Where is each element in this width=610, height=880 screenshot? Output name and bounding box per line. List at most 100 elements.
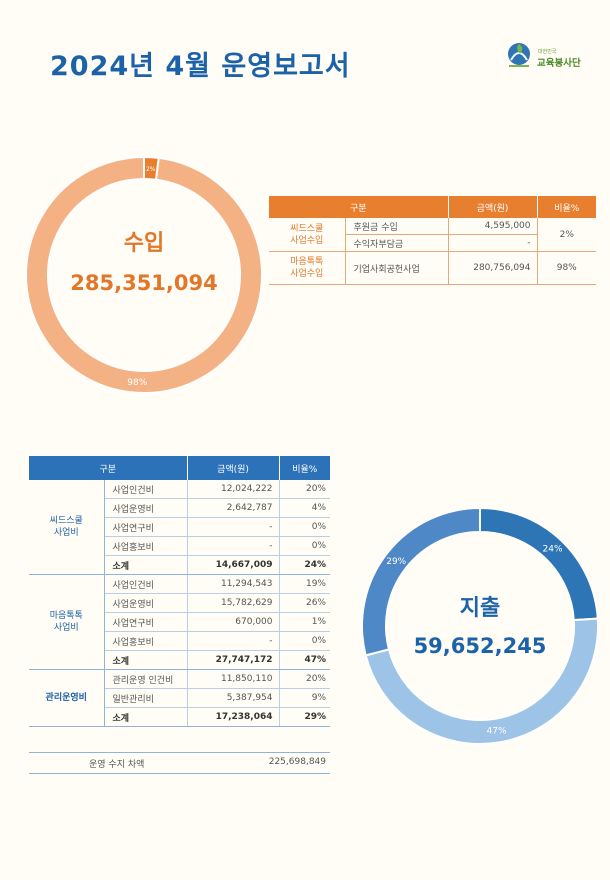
expense-slice-admin bbox=[361, 506, 481, 657]
table-row: 씨드스쿨 사업수입 후원금 수입 4,595,000 2% bbox=[269, 218, 596, 252]
subtotal-row: 소계 17,238,064 29% bbox=[29, 707, 330, 727]
expense-item: 사업운영비 bbox=[104, 498, 188, 518]
table-row: 일반관리비 5,387,954 9% bbox=[29, 688, 330, 708]
expense-item: 사업연구비 bbox=[104, 517, 188, 537]
expense-amount: 670,000 bbox=[187, 612, 280, 632]
income-ratio: 2% bbox=[537, 218, 596, 252]
expense-ratio: 0% bbox=[279, 517, 330, 537]
expense-amount: 2,642,787 bbox=[187, 498, 280, 518]
expense-label: 지출 bbox=[459, 596, 501, 621]
group-name-line: 씨드스쿨 bbox=[290, 223, 324, 234]
net-balance-label: 운영 수지 차액 bbox=[89, 760, 145, 770]
income-total: 285,351,094 bbox=[70, 271, 218, 295]
income-item: 후원금 수입 bbox=[345, 218, 449, 235]
expense-item: 사업인건비 bbox=[104, 480, 188, 499]
expense-ratio: 20% bbox=[279, 669, 330, 689]
subtotal-amount: 14,667,009 bbox=[187, 555, 280, 575]
group-name-line: 사업비 bbox=[53, 623, 79, 633]
expense-ratio: 19% bbox=[279, 574, 330, 594]
slice-label: 29% bbox=[386, 557, 406, 567]
table-row: 사업운영비 2,642,787 4% bbox=[29, 498, 330, 518]
income-header-category: 구분 bbox=[269, 196, 449, 218]
table-row: 사업운영비 15,782,629 26% bbox=[29, 593, 330, 613]
expense-item: 사업인건비 bbox=[104, 574, 188, 594]
hands-leaf-icon bbox=[508, 43, 530, 67]
table-row: 관리운영비 관리운영 인건비 11,850,110 20% bbox=[29, 669, 330, 727]
subtotal-label: 소계 bbox=[104, 707, 188, 727]
subtotal-ratio: 24% bbox=[279, 555, 330, 575]
subtotal-ratio: 29% bbox=[279, 707, 330, 727]
income-group-name: 마음톡톡 사업수입 bbox=[269, 251, 346, 285]
expense-item: 관리운영 인건비 bbox=[104, 669, 188, 689]
table-row: 씨드스쿨 사업비 사업인건비 12,024,222 20% bbox=[29, 480, 330, 575]
income-amount: 4,595,000 bbox=[448, 218, 538, 235]
net-balance-value: 225,698,849 bbox=[268, 757, 326, 767]
income-table: 구분 금액(원) 비율% 씨드스쿨 사업수입 후원금 수입 4,595,000 … bbox=[269, 196, 596, 285]
expense-group-name: 관리운영비 bbox=[29, 669, 105, 727]
table-row: 사업연구비 -0% bbox=[29, 517, 330, 537]
table-row: 사업연구비 670,000 1% bbox=[29, 612, 330, 632]
expense-amount: - bbox=[187, 631, 280, 651]
expense-table: 구분 금액(원) 비율% 씨드스쿨 사업비 사업인건비 12,024,222 20% 사업… bbox=[29, 456, 330, 727]
table-row: 마음톡톡 사업수입 기업사회공헌사업 280,756,094 98% bbox=[269, 251, 596, 285]
expense-total: 59,652,245 bbox=[413, 634, 547, 658]
income-slice-maeumtoktok bbox=[25, 155, 263, 394]
logo-subtitle: 대한민국 bbox=[538, 49, 557, 55]
expense-amount: 15,782,629 bbox=[187, 593, 280, 613]
slice-label: 24% bbox=[543, 545, 563, 555]
subtotal-amount: 17,238,064 bbox=[187, 707, 280, 727]
organization-logo: 대한민국 교육봉사단 bbox=[505, 40, 585, 74]
subtotal-row: 소계 14,667,009 24% bbox=[29, 555, 330, 575]
income-table-header: 구분 금액(원) 비율% bbox=[269, 196, 596, 218]
expense-ratio: 26% bbox=[279, 593, 330, 613]
expense-ratio: 1% bbox=[279, 612, 330, 632]
expense-item: 사업연구비 bbox=[104, 612, 188, 632]
income-center: 수입 285,351,094 bbox=[44, 225, 244, 295]
income-item: 수익자부담금 bbox=[345, 234, 449, 252]
subtotal-amount: 27,747,172 bbox=[187, 650, 280, 670]
subtotal-label: 소계 bbox=[104, 555, 188, 575]
slice-label: 47% bbox=[487, 727, 507, 737]
expense-table-header: 구분 금액(원) 비율% bbox=[29, 456, 330, 480]
income-amount: - bbox=[448, 234, 538, 252]
income-donut-chart: 2% 98% bbox=[25, 155, 263, 394]
expense-header-amount: 금액(원) bbox=[187, 456, 280, 480]
income-item: 기업사회공헌사업 bbox=[345, 251, 449, 285]
expense-donut-chart: 24% 47% 29% bbox=[361, 506, 599, 745]
expense-ratio: 0% bbox=[279, 536, 330, 556]
expense-amount: 5,387,954 bbox=[187, 688, 280, 708]
group-name-line: 사업수입 bbox=[290, 269, 324, 279]
expense-header-ratio: 비율% bbox=[279, 456, 330, 480]
expense-header-category: 구분 bbox=[29, 456, 188, 480]
expense-amount: 11,850,110 bbox=[187, 669, 280, 689]
income-label: 수입 bbox=[123, 231, 165, 256]
group-name-line: 마음톡톡 bbox=[290, 257, 324, 267]
group-name-line: 사업비 bbox=[53, 528, 79, 538]
expense-amount: - bbox=[187, 517, 280, 537]
table-row: 마음톡톡 사업비 사업인건비 11,294,543 19% bbox=[29, 574, 330, 670]
table-row: 사업홍보비 -0% bbox=[29, 631, 330, 651]
expense-item: 사업홍보비 bbox=[104, 631, 188, 651]
expense-ratio: 9% bbox=[279, 688, 330, 708]
slice-label: 2% bbox=[146, 166, 156, 173]
expense-amount: - bbox=[187, 536, 280, 556]
income-amount: 280,756,094 bbox=[448, 251, 538, 285]
income-header-ratio: 비율% bbox=[537, 196, 596, 218]
income-group-name: 씨드스쿨 사업수입 bbox=[269, 218, 346, 252]
group-name-line: 씨드스쿨 bbox=[49, 516, 83, 526]
logo-name: 교육봉사단 bbox=[537, 58, 581, 69]
group-name-line: 관리운영비 bbox=[45, 693, 87, 703]
expense-ratio: 20% bbox=[279, 480, 330, 499]
expense-amount: 11,294,543 bbox=[187, 574, 280, 594]
group-name-line: 마음톡톡 bbox=[49, 611, 83, 621]
expense-item: 일반관리비 bbox=[104, 688, 188, 708]
slice-label: 98% bbox=[127, 378, 147, 388]
expense-amount: 12,024,222 bbox=[187, 480, 280, 499]
group-name-line: 사업수입 bbox=[290, 235, 324, 246]
income-header-amount: 금액(원) bbox=[448, 196, 538, 218]
net-balance-row: 운영 수지 차액 225,698,849 bbox=[29, 752, 330, 774]
subtotal-ratio: 47% bbox=[279, 650, 330, 670]
expense-item: 사업홍보비 bbox=[104, 536, 188, 556]
